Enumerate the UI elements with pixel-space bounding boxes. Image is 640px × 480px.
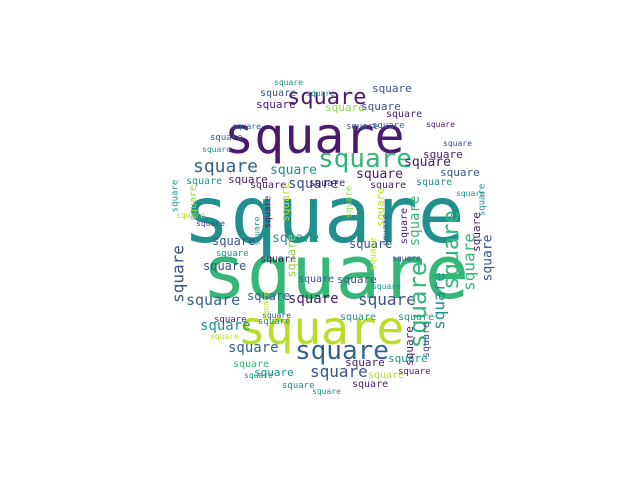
cloud-word: square xyxy=(288,176,339,192)
cloud-word: square xyxy=(212,234,255,248)
cloud-word: square xyxy=(202,145,231,154)
cloud-word: square xyxy=(352,379,388,390)
cloud-word: square xyxy=(247,289,290,303)
cloud-word: square xyxy=(288,291,339,307)
cloud-word: square xyxy=(260,88,296,99)
cloud-word: square xyxy=(340,312,376,323)
cloud-word: square xyxy=(260,254,296,265)
cloud-word: square xyxy=(443,139,472,148)
cloud-word: square xyxy=(224,107,405,165)
cloud-word: square xyxy=(392,254,421,263)
cloud-word: square xyxy=(254,366,294,379)
cloud-word: square xyxy=(171,180,181,213)
cloud-word: square xyxy=(403,326,416,366)
cloud-word: square xyxy=(274,78,303,87)
cloud-word: square xyxy=(478,184,488,217)
cloud-word: square xyxy=(272,231,319,246)
cloud-word: square xyxy=(382,214,392,247)
cloud-word: square xyxy=(285,234,299,277)
cloud-word: square xyxy=(203,259,246,273)
cloud-word: square xyxy=(372,282,401,291)
cloud-word: square xyxy=(214,315,247,325)
cloud-word: square xyxy=(369,238,379,271)
cloud-word: square xyxy=(481,234,496,281)
cloud-word: square xyxy=(233,359,269,370)
cloud-word: square xyxy=(228,173,268,186)
cloud-word: square xyxy=(287,85,366,110)
cloud-word: square xyxy=(470,212,483,252)
cloud-word: square xyxy=(416,177,452,188)
cloud-word: square xyxy=(186,291,240,309)
cloud-word: square xyxy=(337,273,377,286)
cloud-word: square xyxy=(210,133,243,143)
cloud-word: square xyxy=(244,371,273,380)
cloud-word: square xyxy=(404,155,451,170)
cloud-word: square xyxy=(310,362,368,381)
cloud-word: square xyxy=(298,274,334,285)
cloud-word: square xyxy=(210,332,239,341)
cloud-word: square xyxy=(358,290,416,309)
cloud-word: square xyxy=(361,100,401,113)
cloud-word: square xyxy=(228,340,279,356)
cloud-word: square xyxy=(169,245,188,303)
cloud-word: square xyxy=(346,122,379,132)
cloud-word: square xyxy=(183,171,465,261)
cloud-word: square xyxy=(407,196,423,247)
cloud-word: square xyxy=(325,101,365,114)
cloud-word: square xyxy=(430,272,449,330)
cloud-word: square xyxy=(370,180,406,191)
cloud-word: square xyxy=(270,163,317,178)
cloud-word: square xyxy=(374,187,387,227)
cloud-word: square xyxy=(318,144,412,174)
cloud-word: square xyxy=(279,182,292,222)
cloud-word: square xyxy=(398,367,431,377)
cloud-word: square xyxy=(262,311,291,320)
cloud-word: square xyxy=(262,291,271,320)
cloud-word: square xyxy=(216,249,249,259)
cloud-word: square xyxy=(202,230,469,316)
cloud-word: square xyxy=(372,82,412,95)
cloud-word: square xyxy=(282,381,315,391)
cloud-word: square xyxy=(264,196,274,229)
cloud-word: square xyxy=(312,387,341,396)
cloud-word: square xyxy=(398,312,434,323)
cloud-word: square xyxy=(309,178,345,189)
cloud-word: square xyxy=(456,189,485,198)
cloud-word: square xyxy=(399,208,410,244)
cloud-word: square xyxy=(372,121,405,131)
cloud-word: square xyxy=(388,352,428,365)
cloud-word: square xyxy=(306,89,335,98)
cloud-word: square xyxy=(256,98,296,111)
cloud-word: square xyxy=(440,166,480,179)
cloud-word: square xyxy=(386,109,422,120)
cloud-word: square xyxy=(200,318,251,334)
cloud-word: square xyxy=(188,185,199,221)
cloud-word: square xyxy=(193,156,258,177)
cloud-word: square xyxy=(196,219,225,228)
cloud-word: square xyxy=(421,322,432,358)
cloud-word: square xyxy=(345,356,385,369)
cloud-word: square xyxy=(258,317,291,327)
cloud-word: square xyxy=(460,233,479,291)
cloud-word: square xyxy=(232,122,261,131)
cloud-word: square xyxy=(404,262,432,349)
cloud-word: square xyxy=(423,148,463,161)
cloud-word: square xyxy=(426,120,455,129)
cloud-word: square xyxy=(253,216,262,245)
cloud-word: square xyxy=(186,176,222,187)
cloud-word: square xyxy=(345,186,355,219)
cloud-word: square xyxy=(176,211,205,220)
cloud-word: square xyxy=(295,336,389,366)
cloud-word: square xyxy=(368,370,404,381)
cloud-word: square xyxy=(356,167,403,182)
cloud-word: square xyxy=(250,180,286,191)
cloud-word: square xyxy=(349,237,392,251)
cloud-word: square xyxy=(238,301,404,355)
cloud-word: square xyxy=(439,210,464,289)
